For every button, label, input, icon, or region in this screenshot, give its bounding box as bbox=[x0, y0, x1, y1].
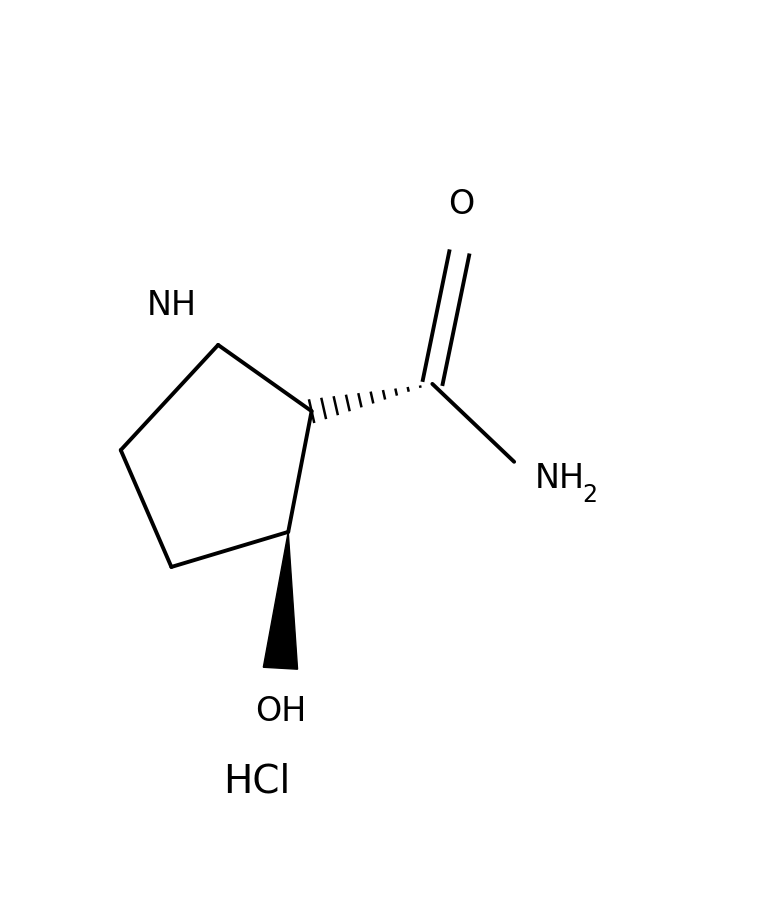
Text: OH: OH bbox=[255, 695, 306, 727]
Text: HCl: HCl bbox=[224, 762, 291, 800]
Polygon shape bbox=[263, 532, 298, 669]
Text: NH: NH bbox=[146, 290, 196, 322]
Text: NH: NH bbox=[534, 462, 584, 496]
Text: 2: 2 bbox=[583, 482, 597, 507]
Text: O: O bbox=[448, 188, 474, 222]
